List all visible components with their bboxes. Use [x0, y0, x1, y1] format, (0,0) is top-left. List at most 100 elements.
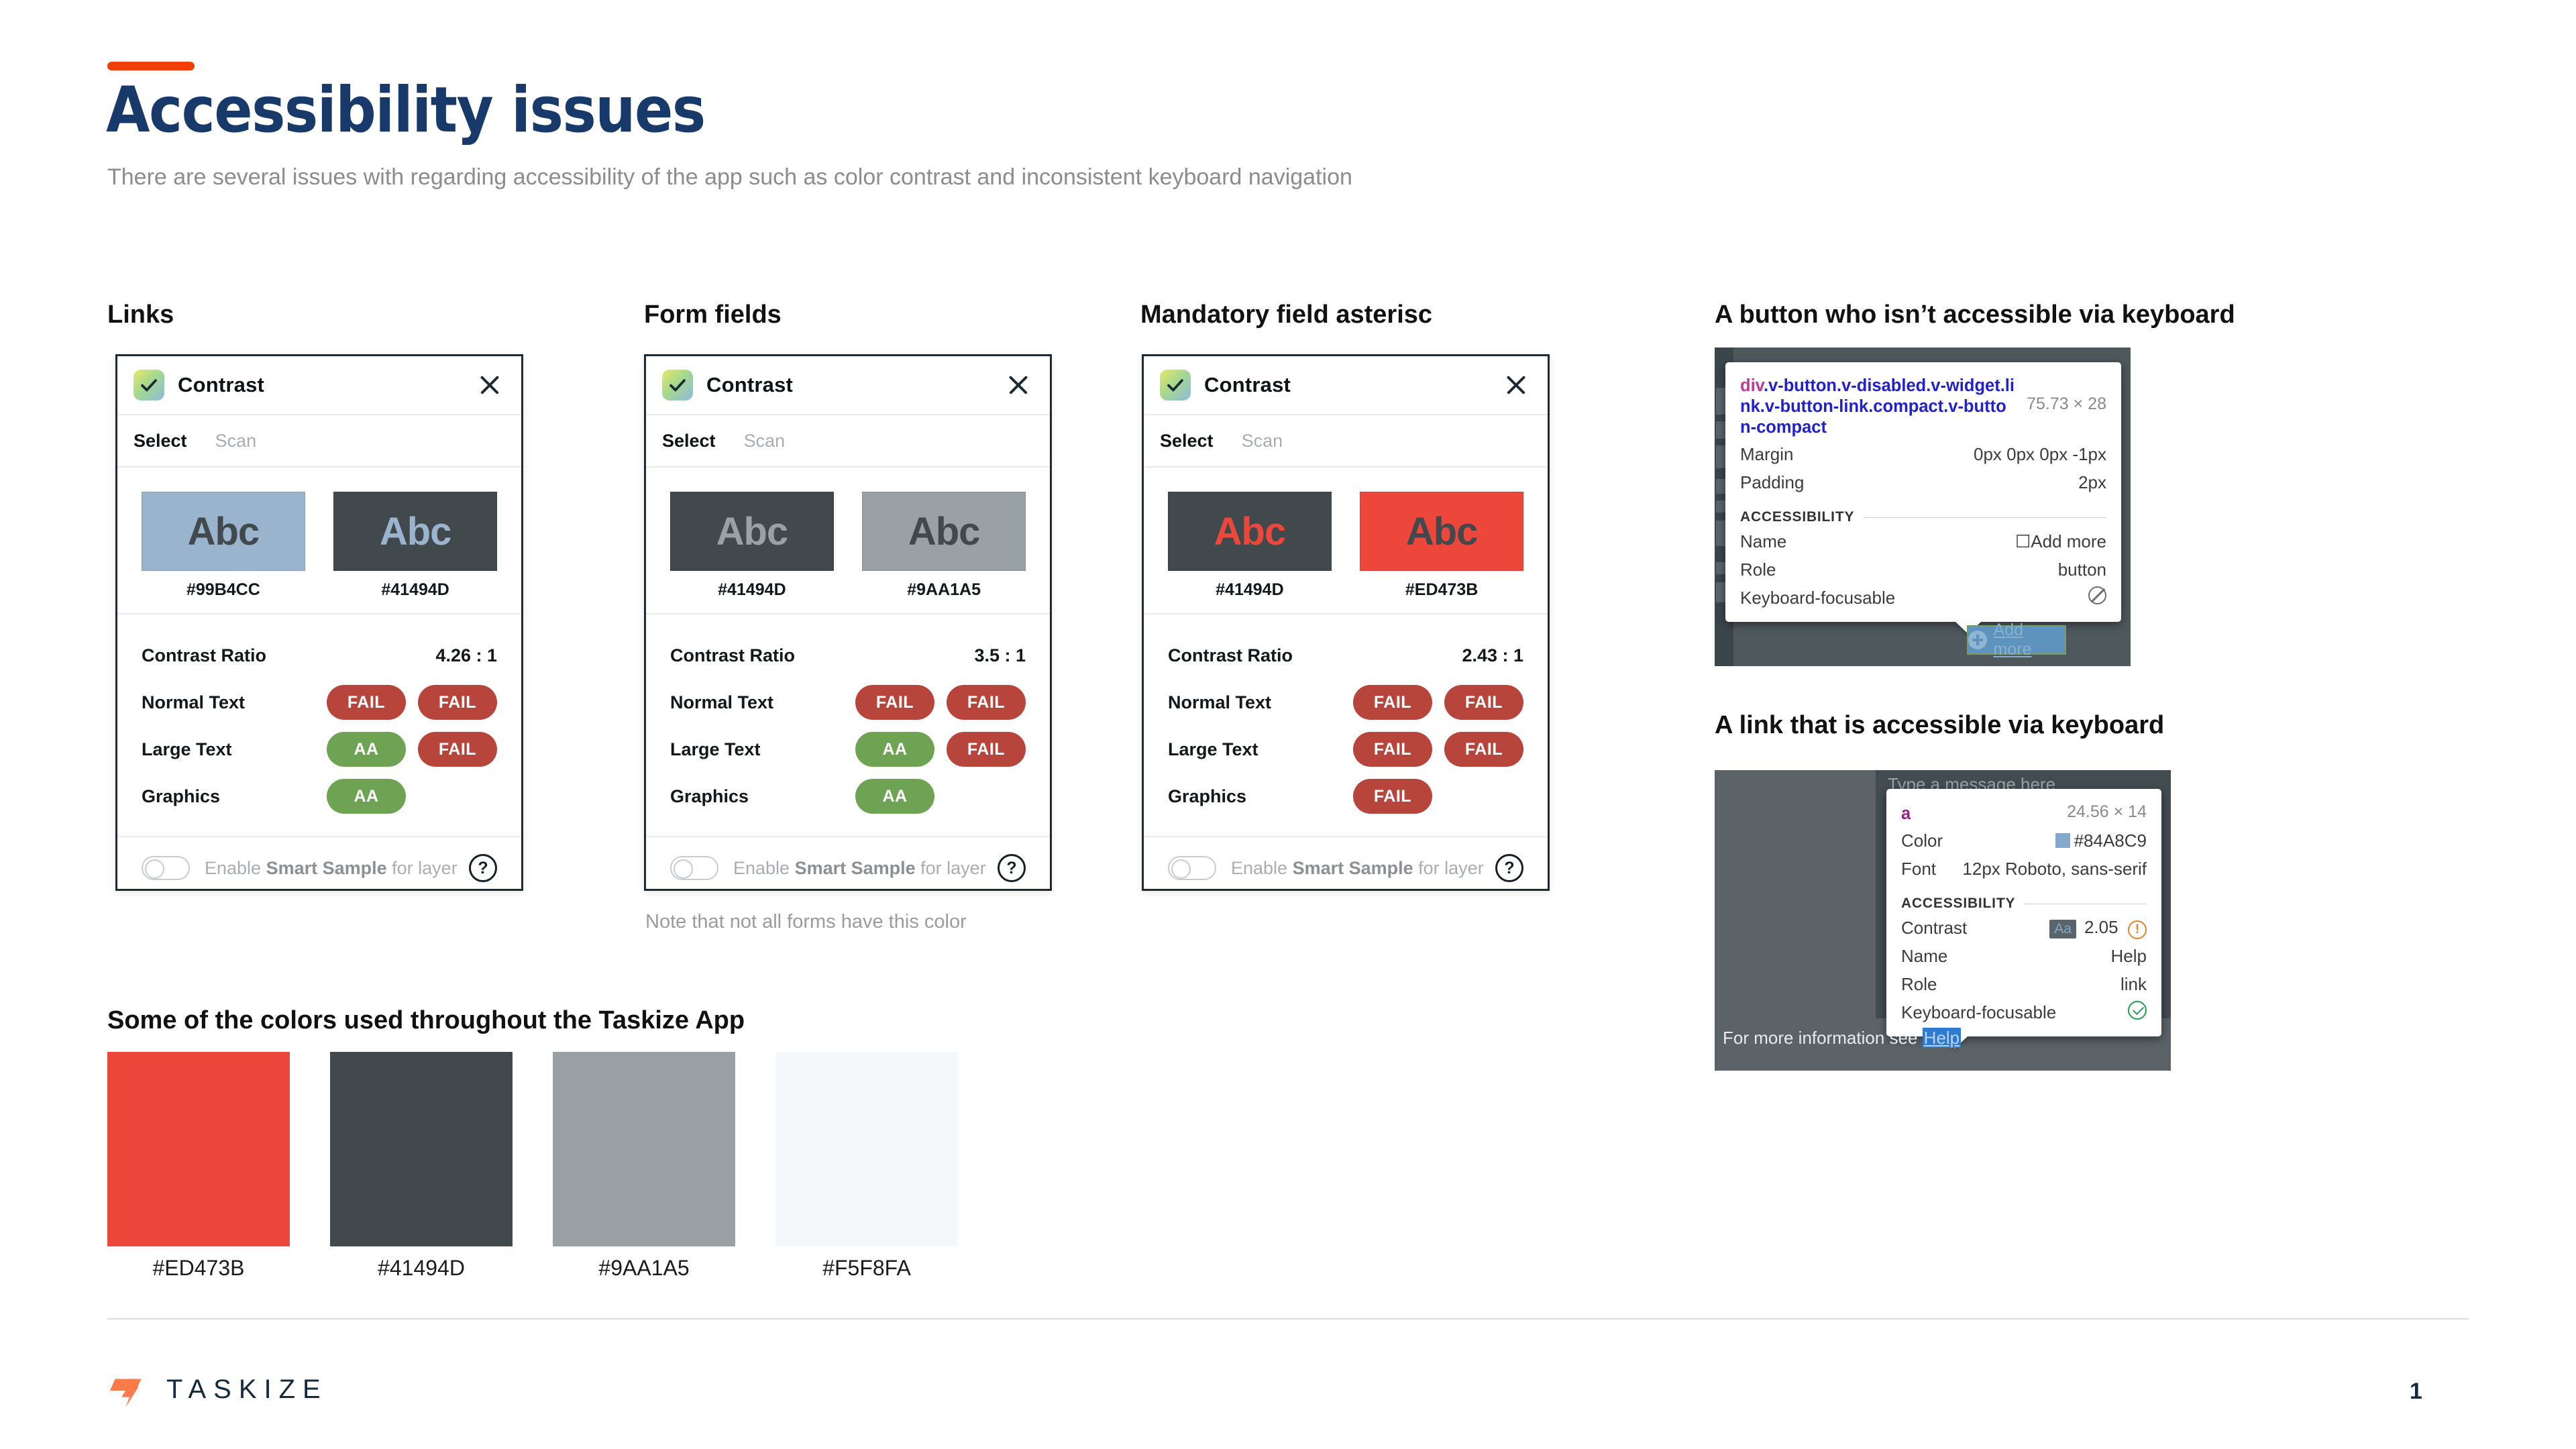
contrast-card-footer: Enable Smart Sample for layer ? [1144, 837, 1548, 899]
name-label: Name [1740, 531, 1787, 551]
swatch-right[interactable]: Abc #ED473B [1360, 492, 1523, 600]
swatch-right[interactable]: Abc #9AA1A5 [862, 492, 1026, 600]
status-badge: FAIL [418, 685, 497, 720]
row-normal-text: Normal Text FAIL FAIL [1168, 679, 1523, 726]
contrast-card-mandatory: Contrast Select Scan Abc #41494D Abc #ED… [1142, 354, 1550, 891]
smart-sample-bold: Smart Sample [794, 857, 916, 878]
swatch-left[interactable]: Abc #41494D [670, 492, 834, 600]
normal-text-label: Normal Text [1168, 692, 1272, 712]
status-badge: AA [327, 779, 406, 814]
contrast-plugin-title: Contrast [1204, 373, 1291, 396]
row-role: Role button [1740, 557, 2106, 582]
role-value: button [2057, 559, 2106, 580]
keyboard-focusable-state [2088, 586, 2106, 609]
close-icon[interactable] [474, 370, 505, 400]
color-value-wrap: #84A8C9 [2055, 830, 2147, 851]
large-text-label: Large Text [1168, 739, 1258, 759]
palette-swatch [553, 1052, 735, 1246]
status-badge: FAIL [855, 685, 934, 720]
smart-sample-suffix: for layer [1413, 857, 1484, 878]
element-dimensions: 75.73 × 28 [2027, 394, 2106, 413]
smart-sample-toggle[interactable] [142, 856, 190, 880]
contrast-ratio-value: 2.43 : 1 [1462, 645, 1523, 665]
tab-scan[interactable]: Scan [743, 430, 786, 451]
tab-scan[interactable]: Scan [215, 430, 257, 451]
palette-swatch-label: #41494D [378, 1256, 465, 1280]
badge-spacer [1444, 779, 1523, 814]
accessibility-divider: ACCESSIBILITY [1740, 509, 2106, 525]
element-selector: a [1901, 804, 1911, 823]
contrast-ratio-label: Contrast Ratio [670, 645, 796, 665]
more-information-line: For more information see Help [1723, 1028, 1962, 1049]
accent-bar [107, 62, 195, 70]
large-text-badges: AA FAIL [855, 732, 1026, 767]
swatch-left-box: Abc [1168, 492, 1332, 571]
palette-swatch [775, 1052, 958, 1246]
keyboard-focusable-label: Keyboard-focusable [1901, 1002, 2057, 1022]
smart-sample-toggle[interactable] [1168, 856, 1216, 880]
close-icon[interactable] [1003, 370, 1034, 400]
help-icon[interactable]: ? [469, 854, 497, 882]
normal-text-label: Normal Text [670, 692, 774, 712]
color-label: Color [1901, 830, 1943, 851]
swatch-right[interactable]: Abc #41494D [333, 492, 497, 600]
element-dimensions: 24.56 × 14 [2067, 802, 2147, 821]
graphics-label: Graphics [670, 786, 749, 806]
contrast-ratio-label: Contrast Ratio [142, 645, 267, 665]
smart-sample-prefix: Enable [733, 857, 795, 878]
graphics-badges: AA [327, 779, 497, 814]
help-icon[interactable]: ? [998, 854, 1026, 882]
selector-row: div.v-button.v-disabled.v-widget.link.v-… [1740, 376, 2106, 438]
contrast-ratio-label: Contrast Ratio [1168, 645, 1293, 665]
tab-select[interactable]: Select [1160, 430, 1214, 451]
row-contrast-ratio: Contrast Ratio 2.43 : 1 [1168, 632, 1523, 679]
tab-scan[interactable]: Scan [1241, 430, 1283, 451]
status-badge: AA [855, 732, 934, 767]
swatch-right-sample: Abc [379, 509, 452, 553]
devtools-screenshot-link: Type a message here a 24.56 × 14 Color #… [1715, 770, 2171, 1071]
help-icon[interactable]: ? [1495, 854, 1523, 882]
name-label: Name [1901, 945, 1948, 966]
smart-sample-prefix: Enable [1231, 857, 1293, 878]
smart-sample-label: Enable Smart Sample for layer [205, 858, 458, 879]
heading-button-not-accessible: A button who isn’t accessible via keyboa… [1715, 301, 2235, 329]
warning-icon: ! [2128, 920, 2147, 939]
swatch-left[interactable]: Abc #99B4CC [142, 492, 305, 600]
smart-sample-bold: Smart Sample [266, 857, 387, 878]
badge-spacer [947, 779, 1026, 814]
swatch-right-hex: #41494D [381, 580, 449, 599]
taskize-wordmark: TASKIZE [166, 1374, 328, 1404]
taskize-logo: TASKIZE [107, 1368, 328, 1410]
heading-form-fields: Form fields [644, 301, 782, 329]
not-allowed-icon [2088, 586, 2106, 605]
heading-mandatory: Mandatory field asterisc [1140, 301, 1433, 329]
contrast-card-header: Contrast [1144, 356, 1548, 415]
swatch-left-box: Abc [142, 492, 305, 571]
palette-heading: Some of the colors used throughout the T… [107, 1006, 745, 1034]
tab-select[interactable]: Select [662, 430, 716, 451]
contrast-card-footer: Enable Smart Sample for layer ? [646, 837, 1050, 899]
close-icon[interactable] [1501, 370, 1532, 400]
contrast-value-wrap: Aa 2.05 ! [2049, 917, 2147, 939]
swatch-left[interactable]: Abc #41494D [1168, 492, 1332, 600]
keyboard-focusable-label: Keyboard-focusable [1740, 587, 1896, 608]
tab-select[interactable]: Select [133, 430, 187, 451]
row-color: Color #84A8C9 [1901, 828, 2147, 853]
help-link[interactable]: Help [1922, 1028, 1962, 1048]
add-more-button[interactable]: Add more [1967, 621, 2066, 659]
palette-swatch-label: #F5F8FA [822, 1256, 911, 1280]
smart-sample-toggle[interactable] [670, 856, 718, 880]
swatch-left-hex: #41494D [1216, 580, 1284, 599]
contrast-plugin-title: Contrast [706, 373, 794, 396]
swatch-left-sample: Abc [187, 509, 260, 553]
contrast-swatches: Abc #41494D Abc #ED473B [1144, 468, 1548, 614]
padding-label: Padding [1740, 472, 1805, 492]
swatch-left-hex: #41494D [718, 580, 786, 599]
add-more-label: Add more [1993, 621, 2032, 659]
margin-value: 0px 0px 0px -1px [1973, 443, 2106, 464]
row-contrast: Contrast Aa 2.05 ! [1901, 916, 2147, 940]
more-information-text: For more information see [1723, 1028, 1923, 1048]
accessibility-title: ACCESSIBILITY [1901, 896, 2016, 912]
status-badge: FAIL [1444, 685, 1523, 720]
